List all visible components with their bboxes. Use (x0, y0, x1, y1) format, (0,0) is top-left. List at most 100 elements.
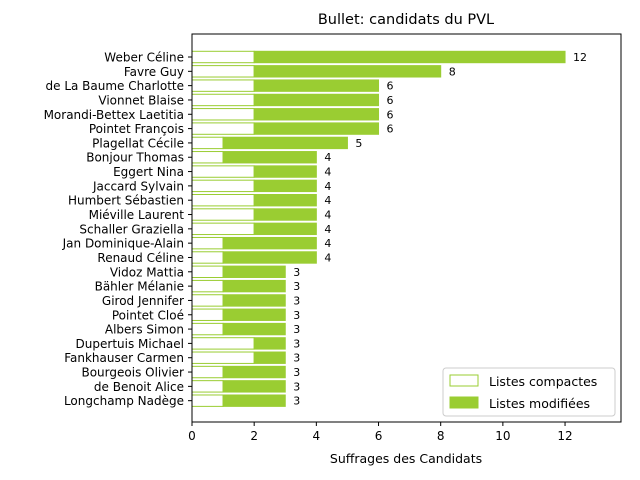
bar-compact (191, 308, 224, 321)
legend-label-modified: Listes modifiées (489, 396, 590, 411)
y-tick-label: Renaud Céline (97, 251, 184, 265)
value-label: 5 (355, 137, 362, 150)
y-tick-label: Bourgeois Olivier (81, 366, 184, 380)
value-label: 4 (324, 166, 331, 179)
value-label: 3 (293, 309, 300, 322)
value-label: 3 (293, 323, 300, 336)
bar-compact (191, 122, 255, 135)
value-label: 3 (293, 380, 300, 393)
value-label: 4 (324, 223, 331, 236)
bar-modified (253, 50, 566, 64)
bar-compact (191, 337, 255, 350)
y-tick-label: Albers Simon (105, 323, 184, 337)
bar-modified (222, 279, 286, 293)
x-tick-label: 4 (313, 429, 321, 443)
bar-compact (191, 79, 255, 92)
bar-compact (191, 108, 255, 121)
bar-compact (191, 265, 224, 279)
bar-compact (191, 208, 255, 221)
bar-modified (253, 208, 317, 221)
value-label: 3 (293, 395, 300, 408)
y-tick-label: Dupertuis Michael (76, 337, 184, 351)
y-tick-label: Jaccard Sylvain (92, 179, 184, 193)
chart-title: Bullet: candidats du PVL (318, 12, 494, 28)
y-tick-label: Pointet Cloé (112, 308, 184, 322)
y-tick-label: Longchamp Nadège (64, 394, 184, 408)
value-label: 4 (324, 251, 331, 264)
bar-modified (253, 179, 317, 193)
bar-compact (191, 93, 255, 107)
legend-swatch-modified (449, 396, 479, 409)
y-tick-label: Weber Céline (104, 51, 184, 65)
value-label: 3 (293, 266, 300, 279)
y-tick-label: Miéville Laurent (89, 208, 185, 222)
bar-modified (253, 65, 442, 78)
bar-compact (191, 236, 224, 250)
value-label: 3 (293, 352, 300, 365)
x-axis-ticks: 0 2 4 6 8 10 12 (188, 422, 573, 443)
value-label: 4 (324, 180, 331, 193)
y-tick-label: de La Baume Charlotte (46, 79, 185, 93)
bar-compact (191, 380, 224, 393)
value-label: 3 (293, 294, 300, 307)
x-tick-label: 10 (495, 429, 510, 443)
bar-modified (253, 351, 286, 364)
x-tick-label: 6 (375, 429, 383, 443)
x-tick-label: 0 (188, 429, 196, 443)
value-label: 4 (324, 194, 331, 207)
value-label: 6 (387, 94, 394, 107)
value-label: 6 (387, 123, 394, 136)
y-tick-label: Fankhauser Carmen (64, 351, 184, 365)
bar-compact (191, 365, 224, 379)
bar-compact (191, 394, 224, 407)
x-axis-label: Suffrages des Candidats (330, 451, 482, 466)
y-tick-label: Morandi-Bettex Laetitia (44, 108, 184, 122)
bar-modified (253, 165, 317, 178)
plot-frame (191, 33, 622, 423)
bar-compact (191, 322, 224, 336)
bar-compact (191, 251, 224, 264)
bars-group (191, 50, 566, 407)
bar-modified (222, 136, 348, 150)
y-tick-label: Bähler Mélanie (95, 280, 184, 294)
bar-modified (222, 251, 317, 264)
bar-modified (253, 337, 286, 350)
bar-modified (222, 265, 286, 279)
legend-swatch-compact (449, 374, 479, 387)
bar-modified (222, 394, 286, 407)
y-tick-label: Plagellat Cécile (92, 136, 184, 150)
bar-modified (222, 365, 286, 379)
bar-modified (253, 194, 317, 207)
bar-compact (191, 351, 255, 364)
bar-modified (253, 108, 380, 121)
bar-modified (222, 380, 286, 393)
bar-modified (222, 294, 286, 307)
bar-compact (191, 136, 224, 150)
y-tick-label: Schaller Graziella (79, 222, 184, 236)
y-tick-label: Humbert Sébastien (68, 194, 184, 208)
y-tick-label: Pointet François (89, 122, 184, 136)
value-label: 6 (387, 108, 394, 121)
y-tick-label: Girod Jennifer (102, 294, 184, 308)
value-label: 12 (573, 51, 587, 64)
value-label: 4 (324, 237, 331, 250)
value-label: 8 (449, 65, 456, 78)
value-label: 4 (324, 209, 331, 222)
y-tick-label: Vionnet Blaise (98, 93, 184, 107)
value-label: 3 (293, 337, 300, 350)
x-tick-label: 8 (437, 429, 445, 443)
bar-modified (253, 79, 380, 92)
y-tick-label: Vidoz Mattia (110, 265, 184, 279)
bar-compact (191, 279, 224, 293)
bar-modified (222, 308, 286, 321)
legend-box (442, 367, 616, 417)
y-tick-label: Jan Dominique-Alain (62, 237, 184, 251)
bar-compact (191, 65, 255, 78)
y-tick-label: Favre Guy (124, 65, 184, 79)
bar-modified (253, 122, 380, 135)
value-label: 3 (293, 280, 300, 293)
x-tick-label: 12 (557, 429, 572, 443)
